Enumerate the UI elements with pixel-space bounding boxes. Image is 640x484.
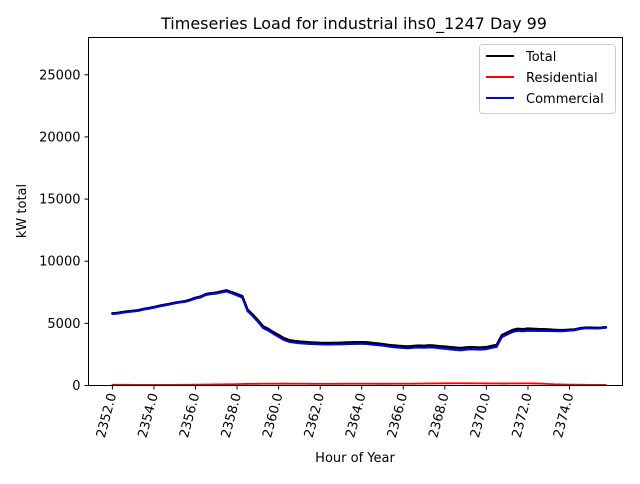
y-tick-label: 10000 (39, 255, 80, 270)
legend-label-commercial: Commercial (526, 92, 604, 107)
y-tick-label: 20000 (39, 130, 80, 145)
y-tick-label: 25000 (39, 68, 80, 83)
y-axis-ticks: 0 5000 10000 15000 20000 25000 (39, 68, 89, 394)
y-tick-label: 5000 (47, 317, 80, 332)
chart-title: Timeseries Load for industrial ihs0_1247… (160, 14, 547, 34)
x-axis-label: Hour of Year (315, 451, 395, 466)
plot-frame (88, 37, 623, 386)
y-tick-label: 15000 (39, 193, 80, 208)
legend-label-total: Total (525, 50, 556, 65)
series-line-residential (111, 382, 607, 386)
legend: Total Residential Commercial (479, 44, 616, 114)
legend-label-residential: Residential (526, 71, 598, 86)
series-line-commercial (111, 290, 607, 352)
legend-frame (479, 44, 616, 114)
y-tick-label: 0 (72, 379, 80, 394)
series-layer (111, 289, 608, 386)
y-axis-label: kW total (15, 184, 30, 238)
